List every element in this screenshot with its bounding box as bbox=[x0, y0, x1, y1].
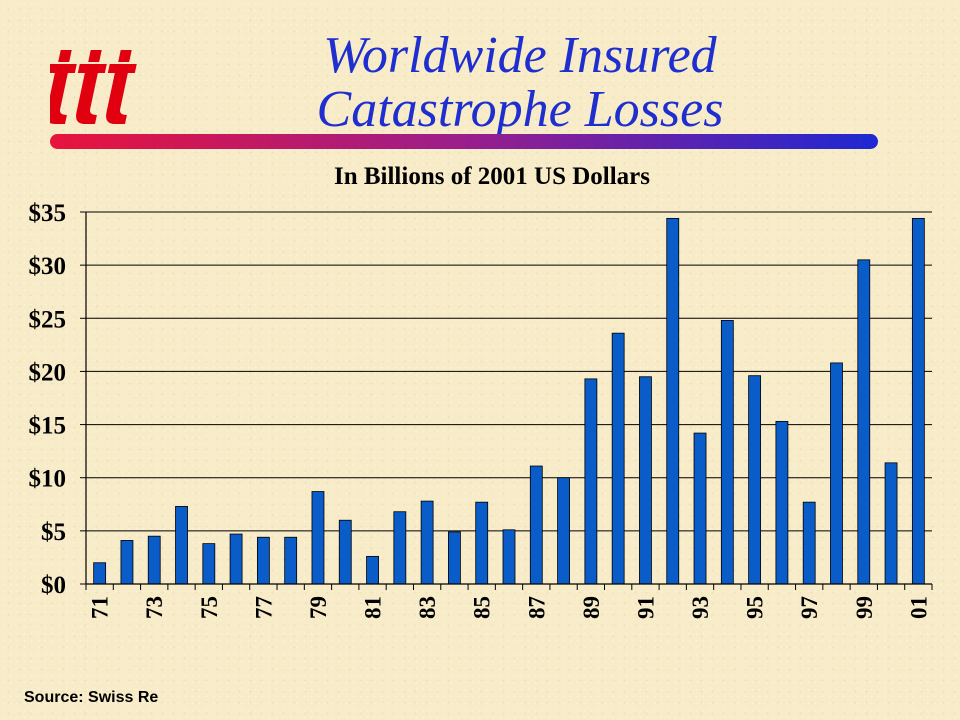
bar-97 bbox=[802, 501, 816, 585]
x-tick-label: 97 bbox=[797, 596, 822, 619]
y-tick-label: $35 bbox=[29, 200, 67, 227]
x-tick-label: 91 bbox=[633, 596, 658, 619]
x-tick-label: 87 bbox=[524, 596, 549, 619]
bar-76 bbox=[229, 533, 243, 585]
bar-82 bbox=[393, 511, 407, 585]
x-tick-label: 75 bbox=[197, 596, 222, 619]
x-tick-label: 79 bbox=[306, 596, 331, 619]
y-tick-label: $30 bbox=[29, 253, 67, 280]
x-tick-label: 85 bbox=[470, 596, 495, 619]
bar-94 bbox=[720, 320, 734, 585]
bar-72 bbox=[120, 540, 134, 585]
bar-77 bbox=[256, 536, 270, 585]
bar-90 bbox=[611, 332, 625, 585]
bar-93 bbox=[693, 432, 707, 585]
bar-86 bbox=[502, 529, 516, 585]
bar-78 bbox=[284, 536, 298, 585]
bar-80 bbox=[338, 519, 352, 585]
bar-chart: $0 $5 $10 $15 $20 $25 $30 $35 71 73 75 77 79 81 83 85 87… bbox=[29, 200, 933, 619]
bar-92 bbox=[666, 217, 680, 585]
x-tick-label: 01 bbox=[906, 596, 931, 619]
bar-74 bbox=[175, 506, 188, 585]
x-tick-label: 77 bbox=[251, 596, 276, 619]
x-tick-label: 83 bbox=[415, 596, 440, 619]
bar-01 bbox=[911, 217, 925, 585]
bar-79 bbox=[311, 491, 325, 585]
bar-87 bbox=[529, 465, 543, 585]
bar-75 bbox=[202, 543, 216, 585]
bar-83 bbox=[420, 500, 434, 585]
source-note: Source: Swiss Re bbox=[24, 689, 159, 706]
bar-81 bbox=[366, 555, 379, 585]
y-tick-label: $25 bbox=[29, 306, 67, 333]
bar-88 bbox=[557, 477, 570, 585]
title-divider bbox=[50, 134, 878, 149]
bar-84 bbox=[448, 531, 461, 585]
x-tick-label: 71 bbox=[88, 596, 113, 619]
bar-00 bbox=[884, 462, 898, 585]
x-tick-label: 95 bbox=[743, 596, 768, 619]
x-tick-label: 93 bbox=[688, 596, 713, 619]
bar-89 bbox=[584, 378, 598, 585]
iii-logo bbox=[50, 50, 137, 124]
x-tick-label: 99 bbox=[852, 596, 877, 619]
bar-71 bbox=[93, 562, 107, 585]
bar-85 bbox=[475, 501, 489, 585]
page-title-line-1: Worldwide Insured bbox=[323, 27, 717, 84]
bar-98 bbox=[830, 362, 843, 585]
chart-subtitle: In Billions of 2001 US Dollars bbox=[333, 163, 651, 190]
x-tick-label: 89 bbox=[579, 596, 604, 619]
bar-96 bbox=[775, 420, 789, 585]
y-tick-label: $0 bbox=[41, 572, 66, 599]
x-tick-label: 73 bbox=[142, 596, 167, 619]
bar-73 bbox=[147, 535, 161, 585]
y-tick-label: $5 bbox=[41, 519, 66, 546]
y-tick-label: $20 bbox=[29, 359, 67, 386]
y-tick-label: $10 bbox=[29, 466, 67, 493]
bar-95 bbox=[748, 375, 762, 585]
page-title-line-2: Catastrophe Losses bbox=[316, 81, 724, 138]
y-tick-label: $15 bbox=[29, 413, 67, 440]
x-tick-label: 81 bbox=[361, 596, 386, 619]
bar-99 bbox=[857, 259, 871, 585]
bar-91 bbox=[639, 376, 652, 585]
